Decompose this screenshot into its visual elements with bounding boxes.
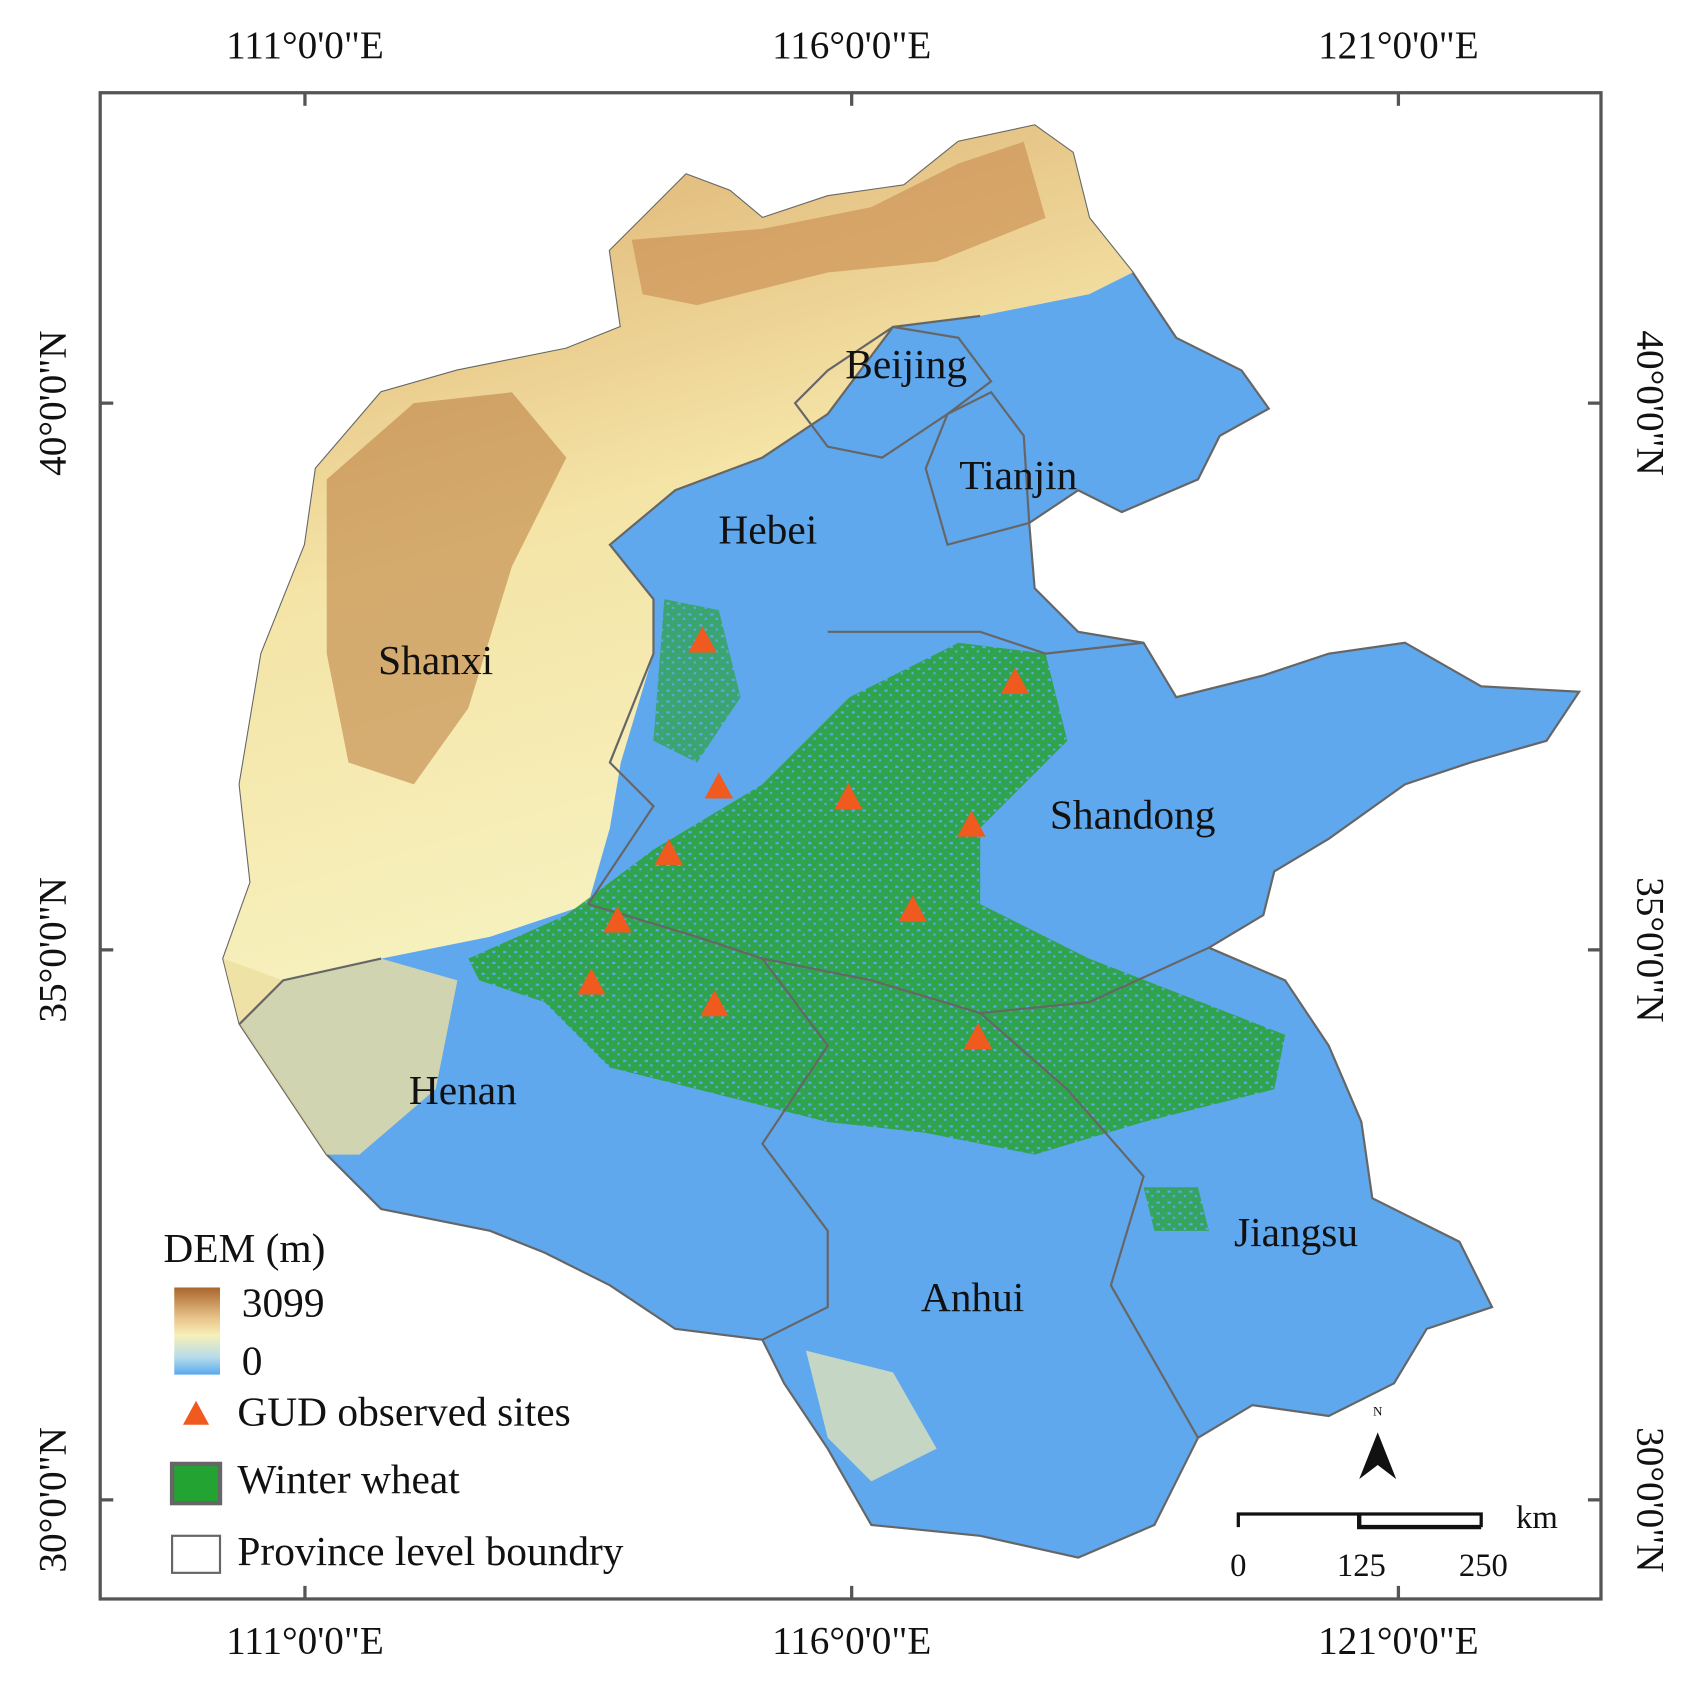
lat-label: 40°0'0"N bbox=[1629, 330, 1672, 475]
lon-label: 116°0'0"E bbox=[772, 24, 931, 67]
legend-item: GUD observed sites bbox=[237, 1389, 570, 1435]
site-marker bbox=[1000, 667, 1030, 694]
scale-label: 125 bbox=[1337, 1548, 1386, 1584]
lat-label: 30°0'0"N bbox=[1629, 1427, 1672, 1572]
site-marker bbox=[957, 810, 986, 837]
dem-ramp bbox=[174, 1287, 220, 1375]
region bbox=[222, 124, 1582, 1559]
lon-label: 121°0'0"E bbox=[1318, 1620, 1479, 1663]
boundary-symbol bbox=[170, 1534, 222, 1574]
site-marker bbox=[603, 906, 632, 933]
site-symbol bbox=[182, 1400, 210, 1425]
province-label: Hebei bbox=[718, 506, 817, 552]
legend-item: Province level boundry bbox=[237, 1528, 623, 1574]
lon-label: 121°0'0"E bbox=[1318, 24, 1479, 67]
province-label: Tianjin bbox=[959, 452, 1077, 498]
legend-title: DEM (m) bbox=[163, 1225, 325, 1272]
legend-item: Winter wheat bbox=[237, 1456, 460, 1502]
dem-min: 0 bbox=[242, 1337, 263, 1383]
site-marker bbox=[834, 783, 863, 810]
lat-label: 40°0'0"N bbox=[32, 330, 75, 475]
scale-label: 0 bbox=[1230, 1548, 1246, 1584]
scale-unit: km bbox=[1516, 1500, 1558, 1536]
north-label: N bbox=[1373, 1404, 1383, 1419]
scale-label: 250 bbox=[1459, 1548, 1508, 1584]
site-marker bbox=[577, 968, 606, 995]
province-label: Shandong bbox=[1050, 792, 1216, 838]
legend: DEM (m) 3099 0 GUD observed sites Winter… bbox=[163, 1225, 624, 1574]
site-marker bbox=[898, 895, 927, 922]
lat-label: 30°0'0"N bbox=[32, 1427, 75, 1572]
lon-label: 116°0'0"E bbox=[772, 1620, 931, 1663]
site-marker bbox=[688, 626, 717, 653]
lat-label: 35°0'0"N bbox=[32, 877, 75, 1022]
site-marker bbox=[700, 990, 729, 1017]
province-label: Jiangsu bbox=[1234, 1209, 1358, 1255]
lon-label: 111°0'0"E bbox=[226, 24, 384, 67]
province-label: Anhui bbox=[921, 1274, 1024, 1320]
province-label: Henan bbox=[409, 1067, 517, 1113]
site-marker bbox=[963, 1022, 993, 1049]
gud-sites bbox=[577, 626, 1030, 1049]
site-marker bbox=[654, 838, 683, 865]
scale-bar bbox=[1236, 1512, 1483, 1530]
site-marker bbox=[704, 772, 733, 799]
dem-max: 3099 bbox=[242, 1280, 325, 1326]
wheat-symbol bbox=[169, 1461, 223, 1506]
province-label: Beijing bbox=[845, 341, 967, 387]
north-arrow bbox=[1359, 1432, 1397, 1480]
province-label: Shanxi bbox=[378, 637, 493, 683]
lat-label: 35°0'0"N bbox=[1629, 877, 1672, 1022]
lon-label: 111°0'0"E bbox=[226, 1620, 384, 1663]
